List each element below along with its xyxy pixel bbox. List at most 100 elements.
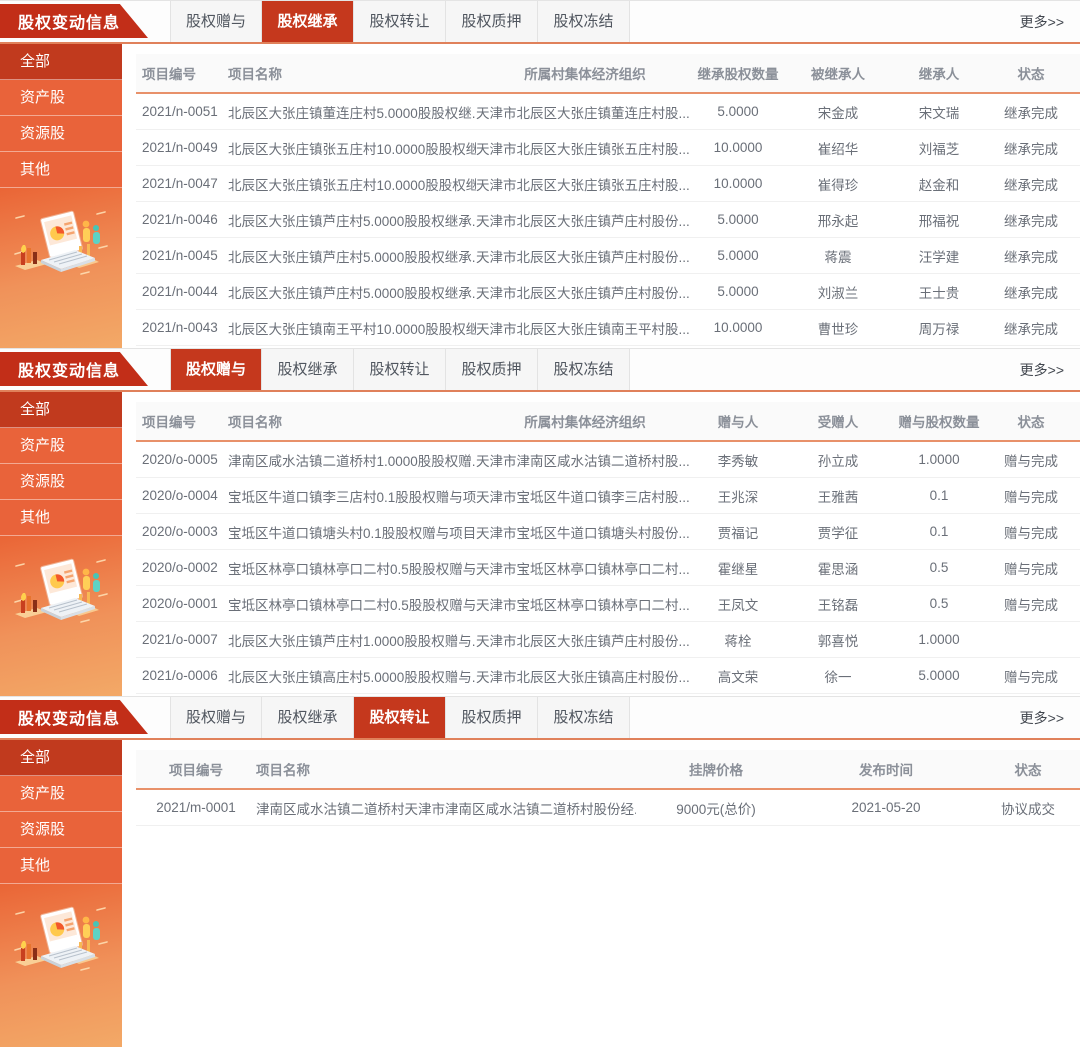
tab-equity-pledge[interactable]: 股权质押 [446,349,538,390]
sidebar-item-all[interactable]: 全部 [0,392,122,428]
sidebar-item-resource-shares[interactable]: 资源股 [0,812,122,848]
table-cell: 郭喜悦 [817,633,859,649]
table-cell: 继承完成 [1004,213,1058,229]
sidebar: 全部 资产股 资源股 其他 [0,44,122,348]
section-content: 全部 资产股 资源股 其他 [0,740,1080,1047]
table-cell: 宝坻区林亭口镇林亭口二村0.5股股权赠与... [228,597,476,613]
tab-equity-freeze[interactable]: 股权冻结 [538,697,630,738]
table-cell: 王士贵 [918,285,960,301]
table-cell: 赠与完成 [1004,597,1058,613]
column-header: 项目编号 [169,763,223,778]
column-header: 项目编号 [142,415,196,430]
table-cell: 2021/n-0051 [142,104,218,119]
more-link[interactable]: 更多>> [1019,709,1064,726]
tab-equity-transfer[interactable]: 股权转让 [354,697,446,738]
table-cell: 5.0000 [918,668,960,683]
table-cell: 2020/o-0003 [142,524,218,539]
table-row[interactable]: 2021/n-0045 北辰区大张庄镇芦庄村5.0000股股权继承... 天津市北辰… [136,238,1080,274]
column-header: 被继承人 [811,67,865,82]
table-row[interactable]: 2020/o-0004 宝坻区牛道口镇李三店村0.1股股权赠与项目 天津市宝坻区牛道… [136,478,1080,514]
sidebar-item-resource-shares[interactable]: 资源股 [0,464,122,500]
table-row[interactable]: 2021/o-0007 北辰区大张庄镇芦庄村1.0000股股权赠与... 天津市北辰… [136,622,1080,658]
table-cell: 2021/o-0006 [142,668,218,683]
table-row[interactable]: 2020/o-0003 宝坻区牛道口镇塘头村0.1股股权赠与项目 天津市宝坻区牛道口… [136,514,1080,550]
table-row[interactable]: 2020/o-0002 宝坻区林亭口镇林亭口二村0.5股股权赠与... 天津市宝坻区… [136,550,1080,586]
column-header: 赠与股权数量 [898,415,980,430]
table-cell: 王兆深 [717,489,759,505]
laptop-charts-icon [14,210,108,275]
table-cell: 继承完成 [1004,105,1058,121]
tab-equity-gift[interactable]: 股权赠与 [170,1,262,42]
table-cell: 北辰区大张庄镇高庄村5.0000股股权赠与... [228,669,476,685]
projects-table: 项目编号 项目名称 所属村集体经济组织 赠与人 受赠人 赠与股权数量 状态 2020/o-0… [122,392,1080,696]
table-row[interactable]: 2020/o-0005 津南区咸水沽镇二道桥村1.0000股股权赠... 天津市津南… [136,442,1080,478]
sidebar-item-all[interactable]: 全部 [0,44,122,80]
table-cell: 天津市北辰区大张庄镇董连庄村股... [476,105,690,121]
tab-equity-transfer[interactable]: 股权转让 [354,1,446,42]
column-header: 挂牌价格 [689,763,743,778]
sidebar-menu: 全部 资产股 资源股 其他 [0,740,122,884]
more-link[interactable]: 更多>> [1019,13,1064,30]
table-cell: 2020/o-0002 [142,560,218,575]
tab-equity-inheritance[interactable]: 股权继承 [262,1,354,42]
table-cell: 天津市宝坻区牛道口镇塘头村股份... [476,525,690,541]
sidebar-item-asset-shares[interactable]: 资产股 [0,428,122,464]
table-cell: 赠与完成 [1004,453,1058,469]
sidebar-item-other[interactable]: 其他 [0,848,122,884]
table-cell: 5.0000 [717,212,759,227]
section-header-bar: 股权变动信息 股权赠与 股权继承 股权转让 股权质押 股权冻结 更多>> [0,348,1080,392]
table-cell: 曹世珍 [817,321,859,337]
section-content: 全部 资产股 资源股 其他 [0,44,1080,348]
sidebar-item-resource-shares[interactable]: 资源股 [0,116,122,152]
table-cell: 5.0000 [717,284,759,299]
tab-equity-gift[interactable]: 股权赠与 [170,349,262,390]
laptop-charts-icon [14,558,108,623]
sidebar-item-asset-shares[interactable]: 资产股 [0,776,122,812]
table-row[interactable]: 2021/n-0051 北辰区大张庄镇董连庄村5.0000股股权继... 天津市北辰… [136,94,1080,130]
table-cell: 邢福祝 [918,213,960,229]
table-cell: 周万禄 [918,321,960,337]
table-cell: 1.0000 [918,632,960,647]
table-cell: 北辰区大张庄镇张五庄村10.0000股股权继... [228,177,476,193]
table-cell: 霍思涵 [817,561,859,577]
table-row[interactable]: 2021/n-0043 北辰区大张庄镇南王平村10.0000股股权继... 天津市北… [136,310,1080,346]
table-row[interactable]: 2021/o-0006 北辰区大张庄镇高庄村5.0000股股权赠与... 天津市北辰… [136,658,1080,694]
table-header-row: 项目编号 项目名称 所属村集体经济组织 继承股权数量 被继承人 继承人 状态 [136,54,1080,94]
table-cell: 继承完成 [1004,141,1058,157]
tab-equity-pledge[interactable]: 股权质押 [446,1,538,42]
tab-equity-pledge[interactable]: 股权质押 [446,697,538,738]
tab-equity-gift[interactable]: 股权赠与 [170,697,262,738]
table-row[interactable]: 2021/n-0044 北辰区大张庄镇芦庄村5.0000股股权继承... 天津市北辰… [136,274,1080,310]
table-cell: 刘淑兰 [817,285,859,301]
table-row[interactable]: 2021/m-0001 津南区咸水沽镇二道桥村天津市津南区咸水沽镇二道桥村股份经.… [136,790,1080,826]
column-header: 项目名称 [256,763,310,778]
table-row[interactable]: 2021/n-0047 北辰区大张庄镇张五庄村10.0000股股权继... 天津市北… [136,166,1080,202]
panel-title: 股权变动信息 [18,363,121,380]
sidebar: 全部 资产股 资源股 其他 [0,740,122,1047]
table-cell: 0.1 [929,524,949,539]
table-row[interactable]: 2020/o-0001 宝坻区林亭口镇林亭口二村0.5股股权赠与... 天津市宝坻区… [136,586,1080,622]
more-link[interactable]: 更多>> [1019,361,1064,378]
table-cell: 李秀敏 [717,453,759,469]
table-header-row: 项目编号 项目名称 挂牌价格 发布时间 状态 [136,750,1080,790]
table-row[interactable]: 2021/n-0046 北辰区大张庄镇芦庄村5.0000股股权继承... 天津市北辰… [136,202,1080,238]
tab-equity-freeze[interactable]: 股权冻结 [538,349,630,390]
column-header: 所属村集体经济组织 [524,415,646,430]
sidebar-item-other[interactable]: 其他 [0,500,122,536]
table-cell: 天津市宝坻区林亭口镇林亭口二村... [476,597,690,613]
sidebar-item-other[interactable]: 其他 [0,152,122,188]
sidebar-item-asset-shares[interactable]: 资产股 [0,80,122,116]
table-row[interactable]: 2021/n-0049 北辰区大张庄镇张五庄村10.0000股股权继... 天津市北… [136,130,1080,166]
table-cell: 1.0000 [918,452,960,467]
tab-equity-inheritance[interactable]: 股权继承 [262,349,354,390]
table-cell: 2020/o-0001 [142,596,218,611]
sidebar-item-all[interactable]: 全部 [0,740,122,776]
tab-equity-transfer[interactable]: 股权转让 [354,349,446,390]
section-content: 全部 资产股 资源股 其他 [0,392,1080,696]
tab-equity-freeze[interactable]: 股权冻结 [538,1,630,42]
table-cell: 宝坻区牛道口镇李三店村0.1股股权赠与项目 [228,489,476,505]
projects-table: 项目编号 项目名称 所属村集体经济组织 继承股权数量 被继承人 继承人 状态 2021/n-… [122,44,1080,348]
table-cell: 2021/n-0047 [142,176,218,191]
tab-equity-inheritance[interactable]: 股权继承 [262,697,354,738]
